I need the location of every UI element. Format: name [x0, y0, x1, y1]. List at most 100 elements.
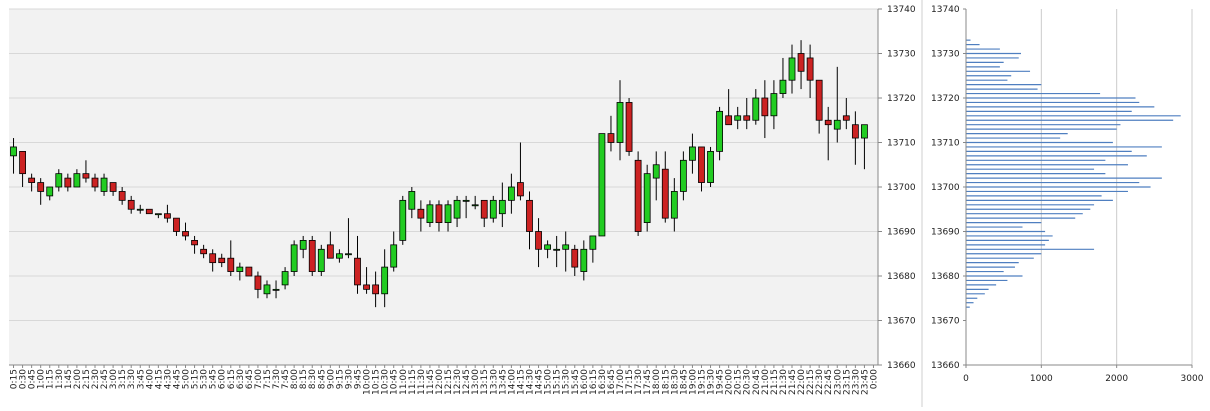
candle: [154, 213, 162, 219]
candle: [263, 280, 271, 299]
candle-body: [417, 208, 425, 219]
candle-body: [517, 182, 524, 197]
candle-body: [779, 79, 787, 94]
candle: [55, 169, 63, 192]
candle: [173, 217, 180, 236]
candle: [408, 187, 416, 219]
candle: [209, 249, 217, 272]
candle: [164, 204, 171, 223]
candle-body: [453, 199, 461, 219]
candle: [118, 187, 126, 205]
candle: [607, 115, 615, 152]
x-tick-label: 12:15: [444, 369, 454, 395]
candle: [254, 271, 262, 299]
candle: [589, 235, 597, 263]
candle: [345, 218, 352, 259]
x-tick-label: 1:00: [37, 369, 47, 389]
candle: [390, 231, 398, 272]
candle: [462, 195, 470, 219]
x-tick-label: 8:30: [308, 369, 318, 389]
profile-bars: [966, 39, 1181, 308]
candle: [498, 182, 506, 228]
candle-body: [679, 159, 687, 192]
candle-body: [716, 110, 723, 152]
candle: [517, 142, 524, 201]
y-tick-label: 13660: [931, 361, 960, 371]
candle: [444, 200, 452, 232]
candle: [842, 98, 850, 130]
x-tick-label: 20:00: [725, 369, 735, 395]
x-tick-label: 9:45: [354, 369, 364, 389]
candle-body: [426, 204, 434, 224]
candle-body: [761, 97, 769, 117]
candle-body: [10, 146, 17, 157]
x-tick-label: 0: [963, 374, 969, 384]
x-tick-label: 4:15: [154, 369, 164, 389]
candle: [544, 240, 551, 259]
candle: [435, 200, 443, 232]
x-tick-label: 9:30: [344, 369, 354, 389]
candle: [489, 195, 497, 223]
y-tick-label: 13690: [887, 228, 916, 238]
x-tick-label: 22:00: [797, 369, 807, 395]
x-tick-label: 20:30: [743, 369, 753, 395]
candle-body: [399, 199, 407, 241]
x-tick-label: 14:00: [507, 369, 517, 395]
candlestick-x-tick-labels: 0:15 0:30 0:45 1:00 1:15 1:30 1:45 2:00 2:15 2:30…: [10, 365, 879, 395]
candle: [218, 253, 226, 268]
x-tick-label: 3:00: [109, 369, 119, 389]
candle-body: [173, 217, 180, 232]
candle-body: [788, 57, 796, 81]
candle: [851, 111, 859, 165]
candle-body: [408, 191, 416, 210]
x-tick-label: 16:45: [607, 369, 617, 395]
x-tick-label: 9:00: [326, 369, 336, 389]
y-tick-label: 13700: [887, 183, 916, 193]
y-tick-label: 13680: [887, 272, 916, 282]
candle-body: [345, 253, 352, 256]
candle: [616, 80, 624, 161]
x-tick-label: 16:15: [589, 369, 599, 395]
candle: [326, 231, 334, 259]
candle: [381, 249, 389, 308]
candle-body: [743, 115, 751, 121]
candle: [28, 173, 36, 192]
candle: [752, 89, 760, 125]
x-tick-label: 16:00: [580, 369, 590, 395]
candle-body: [661, 168, 669, 219]
candle-body: [326, 244, 334, 259]
candle: [136, 204, 144, 214]
x-tick-label: 1:45: [64, 369, 74, 389]
x-tick-label: 14:45: [535, 369, 545, 395]
candle: [37, 178, 45, 205]
candle: [815, 79, 823, 134]
candle: [91, 173, 99, 192]
candle: [73, 169, 81, 188]
x-tick-label: 15:00: [544, 369, 554, 395]
candle: [507, 173, 515, 214]
candle-body: [218, 257, 226, 264]
x-tick-label: 3:30: [127, 369, 137, 389]
candle: [336, 249, 343, 263]
candle: [716, 106, 723, 161]
candle-body: [308, 239, 316, 272]
candle-body: [82, 173, 90, 179]
candle-body: [363, 284, 370, 290]
x-tick-label: 23:45: [860, 369, 870, 395]
candle-body: [91, 177, 99, 188]
x-tick-label: 21:30: [779, 369, 789, 395]
x-tick-label: 20:15: [734, 369, 744, 395]
x-tick-label: 2:00: [73, 369, 83, 389]
candle-body: [435, 204, 443, 224]
x-tick-label: 11:15: [408, 369, 418, 395]
candle: [643, 164, 651, 232]
x-tick-label: 10:15: [372, 369, 382, 395]
candle: [426, 200, 434, 228]
x-tick-label: 23:00: [833, 369, 843, 395]
candle-body: [381, 266, 389, 295]
candle: [598, 133, 606, 237]
candle: [689, 133, 696, 174]
x-tick-label: 4:00: [145, 369, 155, 389]
candle-body: [245, 266, 253, 277]
